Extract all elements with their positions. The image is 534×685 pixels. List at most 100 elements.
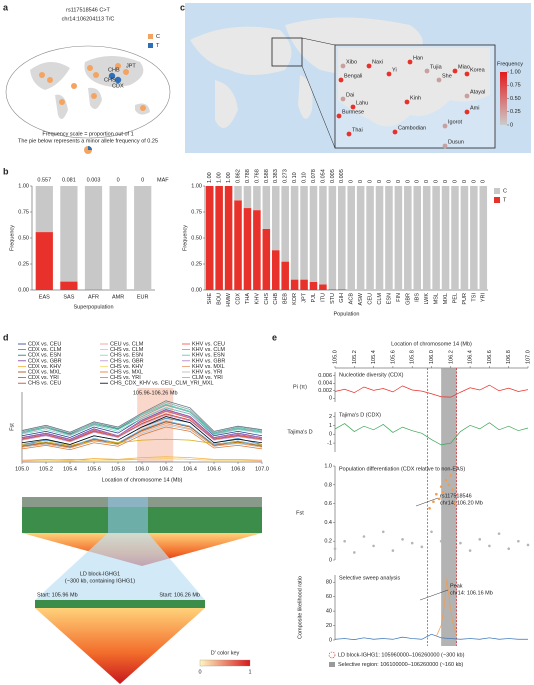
x-tick-label: 106.6	[207, 466, 221, 472]
x-tick-label: 105.4	[63, 466, 77, 472]
colorbar-label: 0.25	[510, 109, 521, 115]
x-tick-label: CHB	[273, 293, 279, 305]
bar-segment	[441, 186, 450, 290]
zoom-box	[271, 37, 303, 67]
x-tick-label: 105.0	[332, 350, 338, 364]
point	[439, 539, 443, 543]
key-min: 0	[198, 669, 201, 675]
bar-segment	[479, 186, 488, 290]
population-label: Tujia	[430, 64, 443, 70]
x-tick-label: LWK	[424, 293, 430, 305]
legend-label: KHV vs. CEU	[192, 341, 225, 347]
value-label: 1.00	[207, 172, 213, 183]
example-pie-slice	[88, 146, 92, 150]
value-label: 0.003	[87, 177, 101, 183]
y-axis-title: Frequency	[182, 225, 188, 251]
x-tick-label: 105.6	[87, 466, 101, 472]
ld-subtitle: (~300 kb, containing IGHG1)	[65, 578, 135, 584]
legend-label: CDX vs. GBR	[28, 358, 62, 364]
bar-segment	[60, 186, 78, 282]
y-tick-label: 80	[326, 580, 332, 586]
value-label: 0	[368, 180, 374, 183]
value-label: 0.788	[245, 169, 251, 183]
value-label: 0	[405, 180, 411, 183]
x-tick-label: EAS	[39, 294, 50, 300]
track-subtitle: Tajima's D (CDX)	[339, 412, 381, 418]
point	[444, 478, 448, 482]
legend-ld-icon	[328, 651, 336, 659]
map-label: CDX	[112, 83, 124, 89]
value-label: 0.10	[302, 172, 308, 183]
legend-swatch	[148, 34, 153, 39]
bar-segment	[84, 186, 103, 290]
y-axis-title: Tajima's D	[287, 429, 312, 435]
x-tick-label: IBS	[415, 293, 421, 302]
value-label: 0.862	[235, 169, 241, 183]
value-label: 0.557	[37, 177, 51, 183]
x-tick-label: FIN	[396, 293, 402, 302]
value-label: 0.588	[264, 169, 270, 183]
x-tick-label: ESN	[386, 293, 392, 304]
annotation: Peak	[450, 583, 463, 589]
x-tick-label: PUR	[462, 293, 468, 305]
population-label: Miao	[458, 64, 470, 70]
population-dot	[340, 96, 346, 102]
x-tick-label: CLM	[377, 293, 383, 305]
value-label: 0	[358, 180, 364, 183]
colorbar-label: 0.50	[510, 96, 521, 102]
legend-label: CHS vs. KHV	[110, 364, 143, 370]
y-tick-label: 0.00	[18, 287, 29, 293]
y-tick-label: 0.75	[18, 209, 29, 215]
bar-segment	[319, 186, 327, 285]
legend-label: CHS vs. MXL	[110, 369, 143, 375]
x-tick-label: 106.0	[135, 466, 149, 472]
bar-segment	[35, 186, 53, 233]
population-dot	[442, 143, 448, 149]
x-tick-label: CHS	[264, 293, 270, 305]
legend-label: KHV vs. CLM	[192, 347, 225, 353]
y-tick-label: 0.00	[191, 287, 202, 293]
track-subtitle: Nucleotide diversity (CDX)	[339, 372, 404, 378]
legend-label: CHS vs. YRI	[110, 375, 141, 381]
population-dot	[464, 71, 470, 77]
selective-region	[441, 368, 457, 646]
population-dot	[464, 93, 470, 99]
value-label: 0	[415, 180, 421, 183]
population-dot	[346, 131, 352, 137]
point	[526, 543, 530, 547]
y-tick-label: 1	[329, 423, 332, 429]
bar-segment	[338, 289, 346, 290]
population-label: Korea	[470, 67, 486, 73]
y-tick-label: 0.2	[324, 539, 332, 545]
fst-line	[21, 416, 263, 445]
legend-label: CLM vs. YRI	[192, 375, 223, 381]
legend-label: CDX vs. KHV	[28, 364, 61, 370]
y-tick-label: -1	[327, 441, 332, 447]
fst-line	[21, 414, 263, 443]
map-label: JPT	[126, 63, 136, 69]
panel-label: a	[3, 2, 9, 12]
key-title: D′ color key	[211, 650, 240, 656]
fst-line	[21, 426, 263, 451]
bar-segment	[422, 186, 431, 290]
x-tick-label: 106.2	[448, 350, 454, 364]
legend-label: KHV vs. MXL	[192, 364, 225, 370]
colorbar-label: 1.00	[510, 69, 521, 75]
x-axis-title: Location of chromosome 14 (Mb)	[102, 477, 183, 483]
bar-segment	[413, 186, 422, 290]
bar-segment	[109, 186, 127, 290]
population-label: Dusun	[448, 139, 464, 145]
bar-segment	[347, 186, 355, 290]
annotation: rs117518546	[440, 493, 472, 499]
bar-segment	[243, 208, 252, 290]
legend-label: CDX vs. CLM	[28, 347, 62, 353]
population-dot	[392, 129, 398, 135]
annotation: chr14: 106.20 Mb	[440, 500, 483, 506]
value-label: 0	[377, 180, 383, 183]
y-axis-title: Fst	[9, 423, 15, 431]
value-label: 0.054	[320, 169, 326, 183]
value-label: 0.383	[273, 169, 279, 183]
ld-start: Start: 106.26 Mb	[159, 592, 200, 598]
y-axis-title: Frequency	[9, 225, 15, 251]
x-tick-label: 105.2	[39, 466, 53, 472]
